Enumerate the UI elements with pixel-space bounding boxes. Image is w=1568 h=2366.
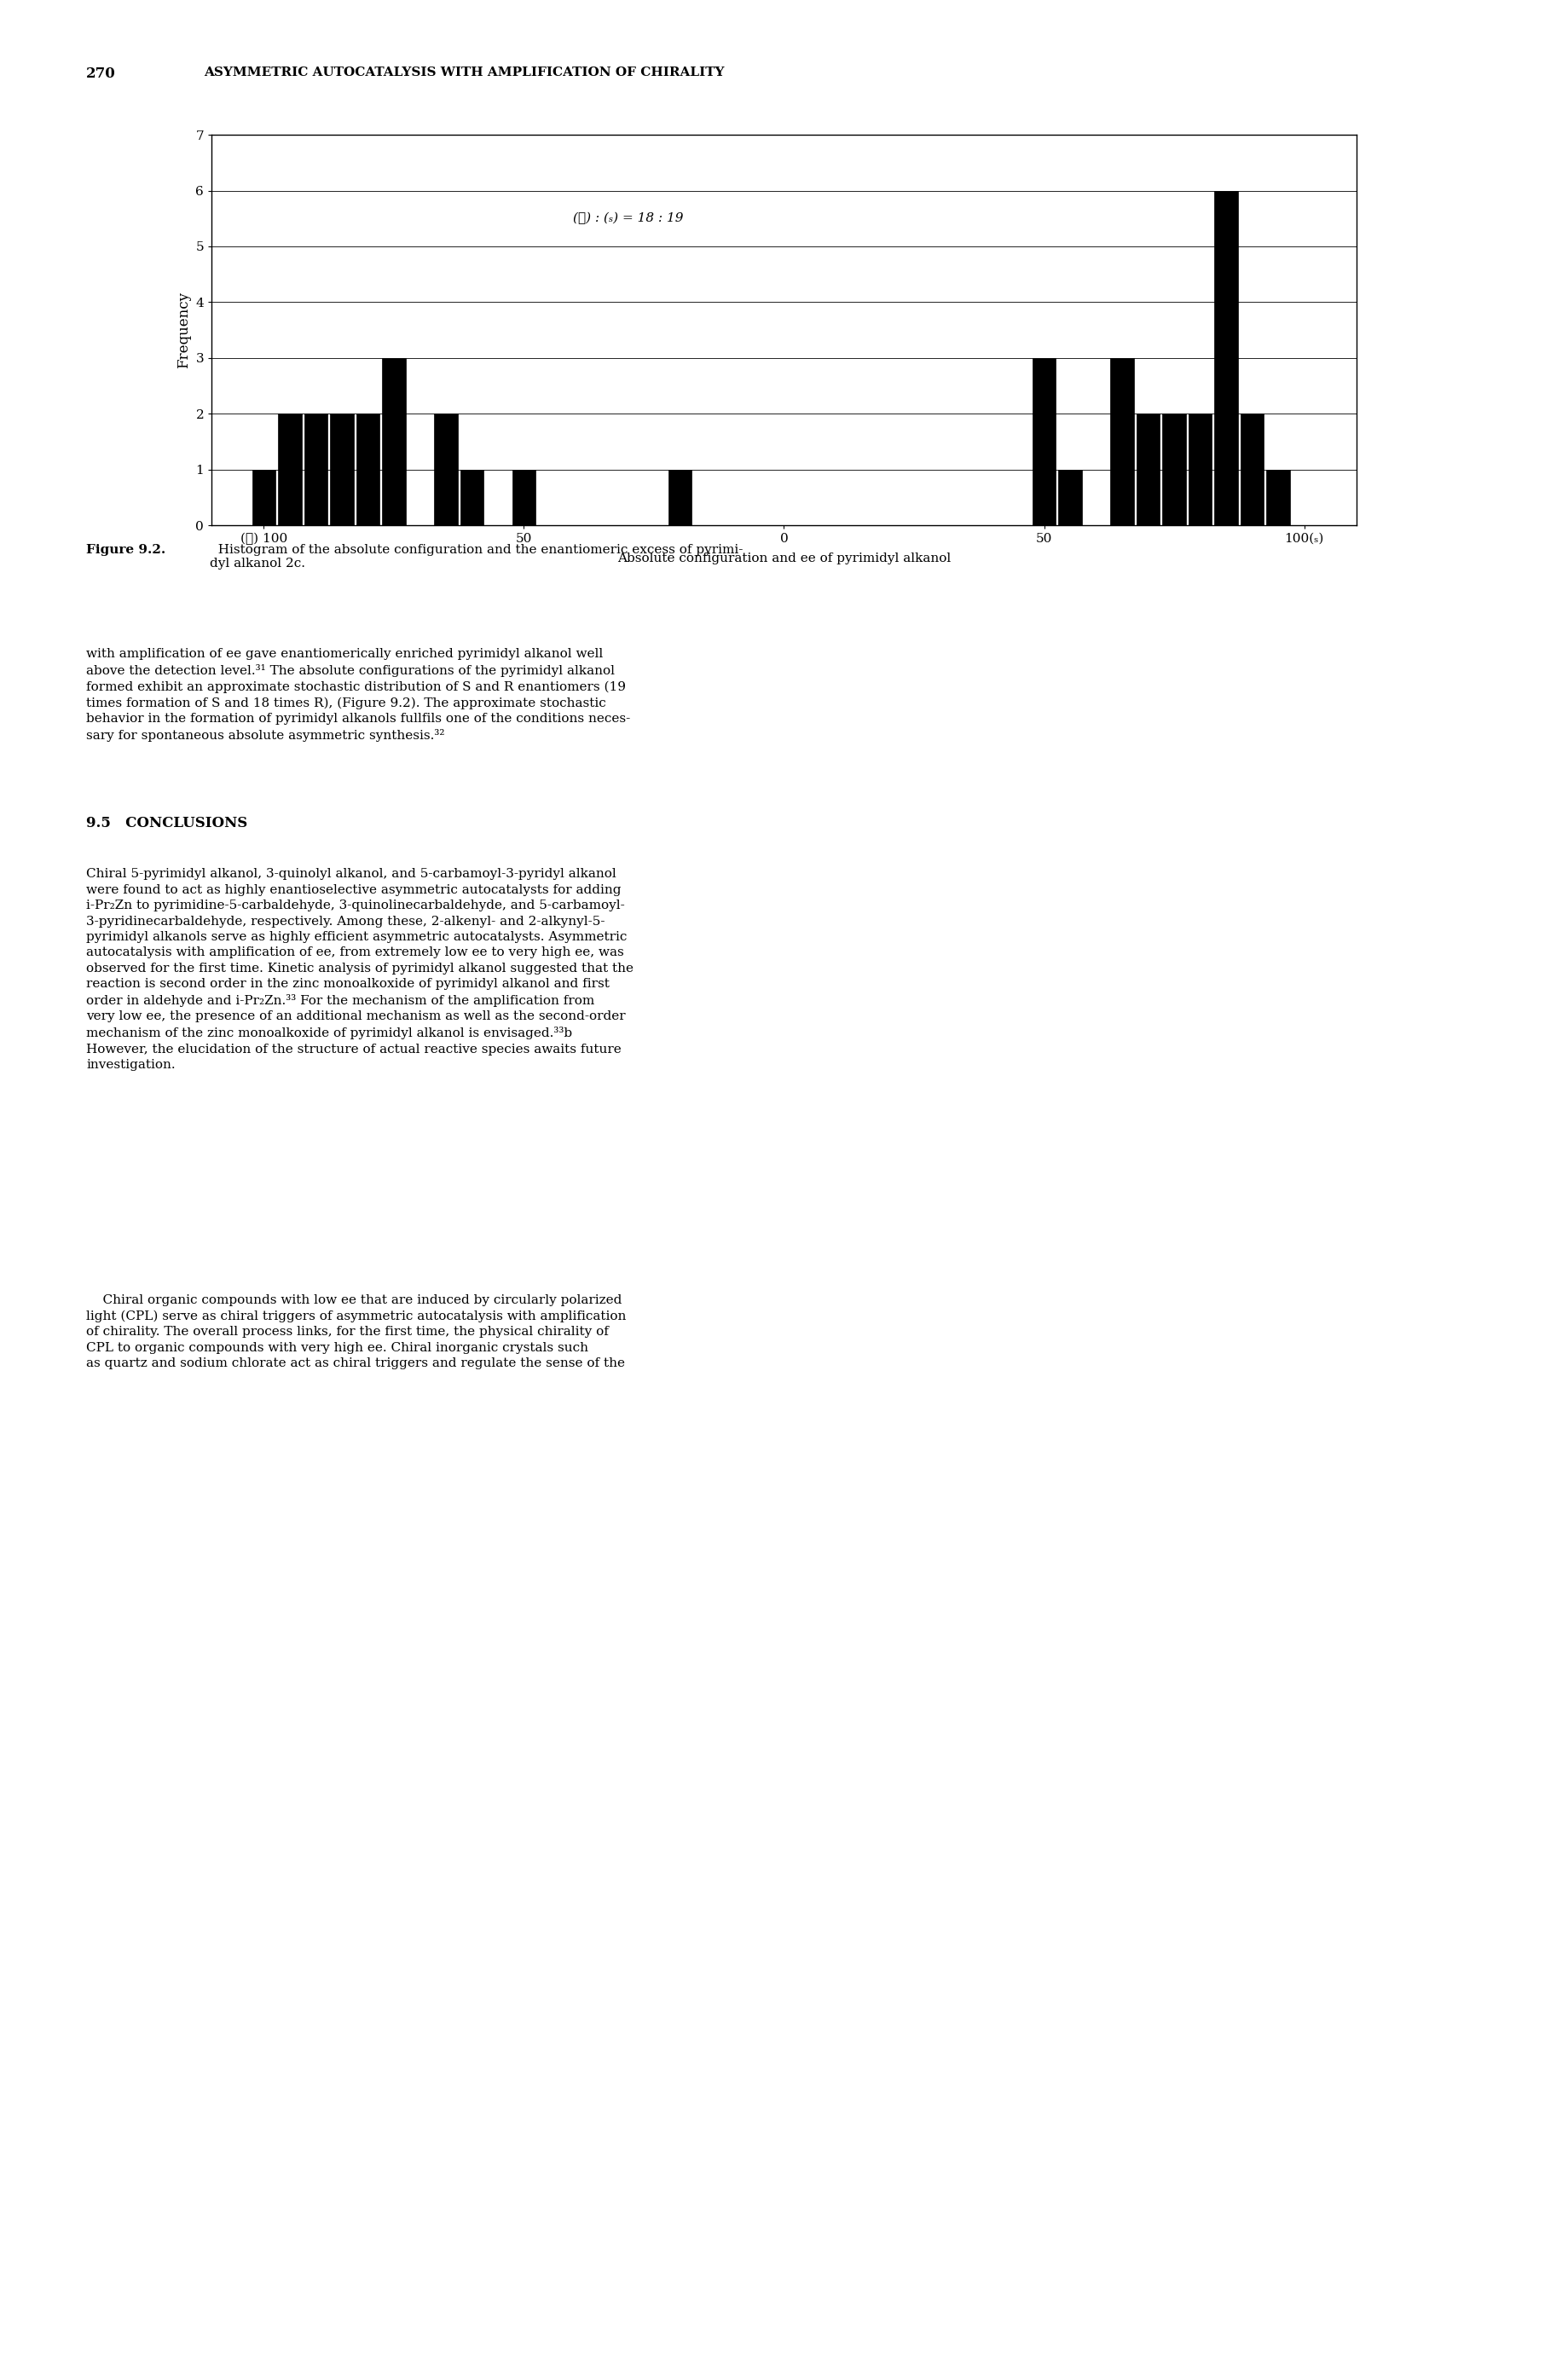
Bar [1032, 357, 1055, 525]
Text: Figure 9.2.: Figure 9.2. [86, 544, 166, 556]
Bar [668, 468, 691, 525]
Text: with amplification of ee gave enantiomerically enriched pyrimidyl alkanol well
a: with amplification of ee gave enantiomer… [86, 648, 630, 743]
Bar [434, 414, 458, 525]
Text: 9.5   CONCLUSIONS: 9.5 CONCLUSIONS [86, 816, 248, 830]
Bar [1137, 414, 1160, 525]
Bar [304, 414, 328, 525]
Text: 270: 270 [86, 66, 116, 80]
Bar [1058, 468, 1082, 525]
Bar [1267, 468, 1290, 525]
Text: (ℛ) : (ₛ) = 18 : 19: (ℛ) : (ₛ) = 18 : 19 [572, 213, 684, 225]
Text: Histogram of the absolute configuration and the enantiomeric excess of pyrimi-
d: Histogram of the absolute configuration … [210, 544, 743, 570]
Bar [1110, 357, 1134, 525]
Bar [329, 414, 353, 525]
X-axis label: Absolute configuration and ee of pyrimidyl alkanol: Absolute configuration and ee of pyrimid… [618, 551, 950, 563]
Bar [459, 468, 483, 525]
Text: Chiral organic compounds with low ee that are induced by circularly polarized
li: Chiral organic compounds with low ee tha… [86, 1294, 626, 1370]
Bar [278, 414, 301, 525]
Text: Chiral 5-pyrimidyl alkanol, 3-quinolyl alkanol, and 5-carbamoyl-3-pyridyl alkano: Chiral 5-pyrimidyl alkanol, 3-quinolyl a… [86, 868, 633, 1072]
Bar [513, 468, 536, 525]
Y-axis label: Frequency: Frequency [177, 291, 191, 369]
Bar [1215, 192, 1239, 525]
Bar [383, 357, 406, 525]
Text: ASYMMETRIC AUTOCATALYSIS WITH AMPLIFICATION OF CHIRALITY: ASYMMETRIC AUTOCATALYSIS WITH AMPLIFICAT… [204, 66, 724, 78]
Bar [1189, 414, 1212, 525]
Bar [252, 468, 276, 525]
Bar [356, 414, 379, 525]
Bar [1240, 414, 1264, 525]
Bar [1162, 414, 1185, 525]
